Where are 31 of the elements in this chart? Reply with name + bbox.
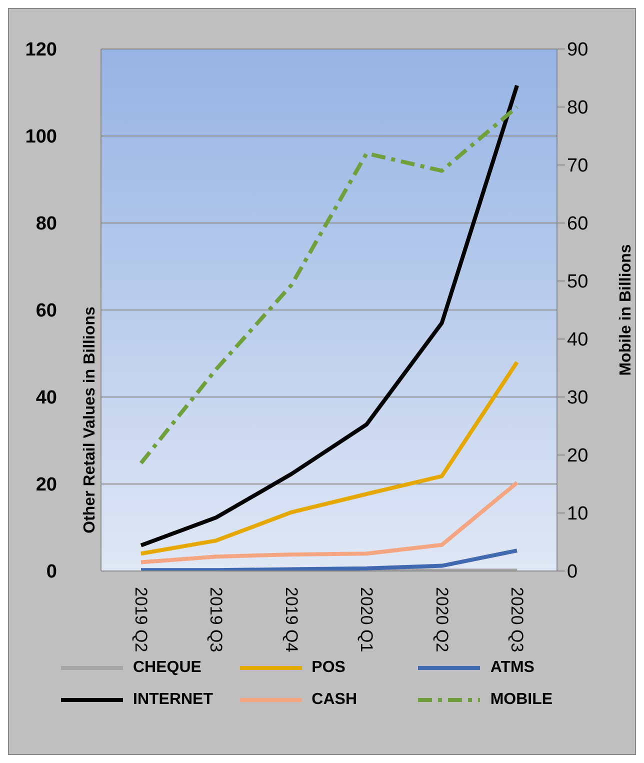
y2-tick-label: 70 (567, 156, 588, 177)
y2-axis-title: Mobile in Billions (618, 244, 635, 376)
x-tick-label: 2019 Q2 (132, 587, 150, 652)
x-tick-label: 2019 Q4 (282, 587, 301, 652)
y2-tick-label: 30 (567, 388, 588, 409)
legend-label: POS (312, 659, 346, 677)
y-tick-label: 0 (46, 562, 57, 583)
y2-tick-label: 20 (567, 446, 588, 467)
y2-tick-label: 0 (567, 562, 578, 583)
y-tick-label: 100 (25, 126, 57, 148)
legend-label: INTERNET (133, 691, 213, 709)
y2-tick-label: 50 (567, 272, 588, 293)
x-tick-label: 2020 Q2 (432, 587, 452, 652)
legend-label: CHEQUE (133, 659, 202, 677)
legend-label: MOBILE (490, 691, 553, 709)
y-tick-label: 20 (36, 474, 57, 496)
y-tick-label: 40 (36, 388, 57, 409)
x-tick-label: 2019 Q3 (206, 587, 226, 652)
y2-tick-label: 80 (567, 98, 588, 119)
x-tick-label: 2020 Q1 (357, 587, 376, 652)
y2-tick-label: 90 (567, 40, 588, 61)
y-axis-title: Other Retail Values in Billions (82, 306, 99, 534)
legend-label: ATMS (490, 659, 534, 677)
x-tick-label: 2020 Q3 (508, 587, 526, 652)
y-tick-label: 80 (36, 214, 57, 235)
y2-tick-label: 60 (567, 214, 588, 235)
legend-label: CASH (312, 691, 357, 709)
y-tick-label: 60 (36, 300, 57, 322)
y-tick-label: 120 (25, 40, 57, 61)
y2-tick-label: 10 (567, 504, 588, 525)
y2-tick-label: 40 (567, 330, 588, 351)
